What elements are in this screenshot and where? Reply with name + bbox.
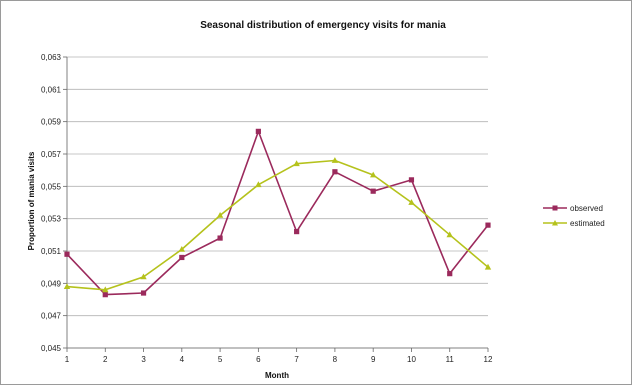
y-tick-label: 0,053	[41, 215, 62, 224]
x-tick-label: 5	[218, 355, 223, 364]
data-point-observed	[217, 235, 223, 241]
series-layer	[63, 128, 492, 298]
legend-marker-observed	[552, 205, 558, 211]
y-tick-label: 0,055	[41, 182, 62, 191]
data-point-estimated	[484, 263, 492, 270]
x-tick-label: 12	[484, 355, 493, 364]
y-axis-label: Proportion of mania visits	[27, 151, 36, 250]
chart-title: Seasonal distribution of emergency visit…	[200, 20, 446, 31]
x-tick-label: 6	[256, 355, 261, 364]
x-tick-label: 7	[294, 355, 299, 364]
data-point-observed	[64, 251, 70, 257]
series-line-estimated	[66, 159, 489, 291]
data-point-estimated	[446, 231, 453, 238]
series-estimated	[63, 157, 492, 293]
x-tick-label: 4	[180, 355, 185, 364]
data-point-observed	[408, 177, 415, 183]
series-observed	[64, 128, 491, 298]
x-tick-label: 10	[407, 355, 416, 364]
data-point-estimated	[102, 286, 109, 293]
y-tick-label: 0,057	[41, 150, 62, 159]
y-tick-label: 0,049	[41, 279, 62, 288]
data-point-observed	[294, 229, 300, 235]
data-point-estimated	[63, 283, 71, 289]
gridlines	[67, 56, 488, 317]
y-tick-label: 0,047	[41, 312, 62, 321]
y-tick-label: 0,059	[41, 118, 62, 127]
data-point-estimated	[216, 212, 224, 218]
y-tick-label: 0,061	[41, 85, 62, 94]
x-tick-label: 3	[141, 355, 146, 364]
y-axis-ticks: 0,045 0,047 0,049 0,051 0,053 0,055 0,057 0,059…	[41, 53, 67, 353]
x-tick-label: 2	[103, 355, 108, 364]
legend-marker-estimated	[552, 220, 558, 226]
legend-label-estimated: estimated	[570, 219, 605, 228]
legend-item-estimated: estimated	[543, 219, 605, 228]
legend-label-observed: observed	[570, 204, 603, 213]
data-point-estimated	[178, 246, 185, 252]
legend: observed estimated	[543, 204, 605, 228]
x-tick-label: 9	[371, 355, 376, 364]
legend-item-observed: observed	[543, 204, 603, 213]
x-tick-label: 11	[446, 355, 455, 364]
series-line-observed	[66, 130, 489, 296]
data-point-estimated	[331, 157, 339, 163]
data-point-estimated	[293, 160, 300, 167]
x-axis-label: Month	[265, 371, 289, 380]
data-point-estimated	[140, 273, 147, 280]
data-point-observed	[102, 292, 108, 298]
y-tick-label: 0,045	[41, 344, 62, 353]
data-point-observed	[370, 188, 376, 194]
x-tick-label: 8	[333, 355, 338, 364]
x-tick-label: 1	[65, 355, 70, 364]
data-point-estimated	[255, 181, 262, 188]
data-point-observed	[332, 169, 338, 175]
data-point-observed	[179, 254, 185, 261]
data-point-observed	[447, 271, 453, 277]
y-tick-label: 0,063	[41, 53, 62, 62]
data-point-observed	[485, 222, 491, 228]
data-point-estimated	[408, 199, 415, 205]
data-point-observed	[140, 290, 147, 296]
data-point-estimated	[370, 171, 377, 178]
x-axis-ticks: 1 2 3 4 5 6 7 8 9 10 11 12	[65, 348, 493, 364]
axes	[66, 57, 488, 349]
y-tick-label: 0,051	[41, 247, 62, 256]
data-point-observed	[255, 128, 261, 134]
